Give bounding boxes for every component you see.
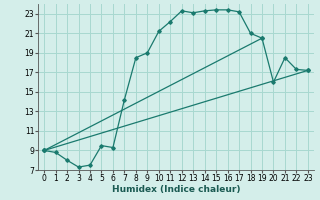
X-axis label: Humidex (Indice chaleur): Humidex (Indice chaleur): [112, 185, 240, 194]
